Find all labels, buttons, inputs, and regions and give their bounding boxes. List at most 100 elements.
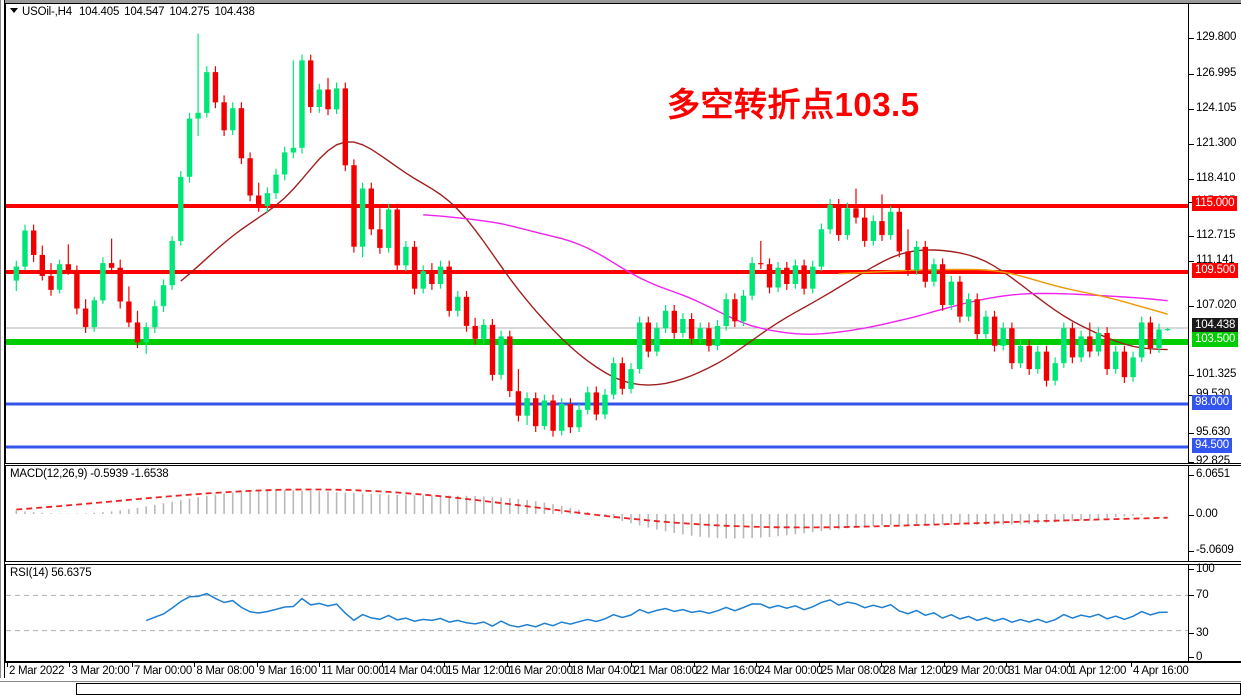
- macd-histogram: [15, 490, 1169, 539]
- ohlc-value-0: 104.405: [78, 6, 120, 18]
- price-axis-label: 126.995: [1196, 67, 1237, 79]
- moving-average-ma-mid: [423, 214, 1168, 335]
- price-axis-label: 107.020: [1196, 299, 1237, 311]
- rsi-tick-1: [1189, 595, 1194, 596]
- scrollbar-track[interactable]: [76, 683, 1241, 695]
- price-tick-8: [1189, 306, 1194, 307]
- macd-indicator-pane[interactable]: MACD(12,26,9) -0.5939 -1.6538: [5, 465, 1189, 562]
- rsi-tick-2: [1189, 633, 1194, 634]
- price-tick-11: [1189, 433, 1194, 434]
- price-tick-5: [1189, 202, 1194, 203]
- time-axis-label: 3 Mar 20:00: [71, 665, 130, 677]
- time-scale-corner: [1189, 662, 1241, 678]
- chart-annotation-text: 多空转折点103.5: [667, 86, 920, 123]
- candle-series: [13, 33, 1171, 437]
- price-axis-label: 121.300: [1196, 137, 1237, 149]
- price-badge-104-438[interactable]: 104.438: [1192, 318, 1239, 334]
- rsi-legend: RSI(14) 56.6375: [10, 567, 92, 579]
- price-axis-label: 129.800: [1196, 31, 1237, 43]
- price-tick-0: [1189, 38, 1194, 39]
- time-tick-6: [381, 663, 383, 667]
- time-tick-3: [194, 663, 196, 667]
- price-axis-label: 118.410: [1196, 172, 1236, 184]
- time-axis-label: 24 Mar 00:00: [758, 665, 823, 677]
- moving-average-ma-slow: [838, 268, 1168, 315]
- price-scale[interactable]: 129.800126.995124.105121.300118.410115.6…: [1189, 3, 1241, 467]
- time-axis-label: 14 Mar 04:00: [383, 665, 448, 677]
- rsi-plot-area[interactable]: [6, 565, 1188, 661]
- price-axis-label: 124.105: [1196, 102, 1237, 114]
- price-badge-98-000[interactable]: 98.000: [1192, 395, 1232, 411]
- price-badge-103-500[interactable]: 103.500: [1192, 332, 1239, 348]
- price-axis-label: 92.825: [1196, 455, 1230, 467]
- price-badge-115-000[interactable]: 115.000: [1192, 196, 1238, 212]
- time-axis-label: 29 Mar 20:00: [945, 665, 1010, 677]
- price-axis-label: 101.325: [1196, 368, 1237, 380]
- time-tick-4: [256, 663, 258, 667]
- price-tick-12: [1189, 462, 1194, 463]
- triangle-down-icon[interactable]: [10, 8, 18, 14]
- price-pane-legend: USOil-,H4 104.405 104.547 104.275 104.438: [10, 6, 260, 18]
- window-left-frame: [0, 0, 5, 678]
- ohlc-value-3: 104.438: [214, 6, 255, 18]
- price-badge-94-500[interactable]: 94.500: [1192, 438, 1232, 454]
- rsi-axis-label: 100: [1196, 563, 1215, 575]
- rsi-axis-label: 70: [1196, 589, 1209, 601]
- time-axis-label: 8 Mar 08:00: [196, 665, 255, 677]
- time-axis-label: 25 Mar 08:00: [820, 665, 885, 677]
- macd-axis-label: 0.00: [1196, 508, 1218, 520]
- macd-tick-2: [1189, 551, 1194, 552]
- macd-scale[interactable]: 6.0651 0.00 -5.0609: [1189, 465, 1241, 562]
- price-axis-label: 111.141: [1196, 254, 1235, 266]
- time-axis-label: 9 Mar 16:00: [258, 665, 317, 677]
- time-axis-label: 28 Mar 12:00: [883, 665, 948, 677]
- window-top-frame: [0, 0, 1241, 3]
- time-scale[interactable]: 2 Mar 2022 3 Mar 20:00 7 Mar 00:00 8 Mar 08…: [5, 662, 1189, 678]
- rsi-axis-label: 0: [1196, 651, 1203, 663]
- price-tick-1: [1189, 74, 1194, 75]
- macd-axis-label: -5.0609: [1196, 544, 1234, 556]
- macd-axis-label: 6.0651: [1196, 468, 1230, 480]
- time-tick-18: [1131, 663, 1132, 667]
- time-tick-10: [631, 663, 633, 667]
- rsi-tick-0: [1189, 569, 1194, 570]
- price-chart-pane[interactable]: USOil-,H4 104.405 104.547 104.275 104.438 多空…: [5, 3, 1189, 464]
- ohlc-value-1: 104.547: [124, 6, 165, 18]
- time-axis-label: 21 Mar 08:00: [633, 665, 698, 677]
- time-tick-11: [693, 663, 695, 667]
- rsi-scale[interactable]: 100 70 30 0: [1189, 563, 1241, 663]
- time-axis-label: 31 Mar 04:00: [1008, 665, 1073, 677]
- macd-plot-area[interactable]: [6, 466, 1188, 561]
- time-tick-16: [1006, 663, 1008, 667]
- time-axis-label: 7 Mar 00:00: [133, 665, 192, 677]
- rsi-indicator-pane[interactable]: RSI(14) 56.6375: [5, 564, 1189, 662]
- rsi-axis-label: 30: [1196, 627, 1209, 639]
- macd-tick-0: [1189, 475, 1194, 476]
- time-tick-9: [569, 663, 570, 667]
- time-tick-1: [69, 663, 71, 667]
- price-tick-10: [1189, 395, 1194, 396]
- macd-signal-line: [16, 488, 1168, 529]
- time-tick-0: [7, 663, 8, 667]
- price-tick-7: [1189, 261, 1194, 262]
- time-tick-14: [881, 663, 883, 667]
- price-tick-9: [1189, 375, 1194, 376]
- macd-legend: MACD(12,26,9) -0.5939 -1.6538: [10, 468, 169, 480]
- time-tick-5: [319, 663, 321, 667]
- price-tick-4: [1189, 179, 1194, 180]
- macd-svg: [15, 488, 1169, 539]
- time-axis-label: 4 Apr 16:00: [1133, 665, 1189, 677]
- time-tick-2: [131, 663, 133, 667]
- time-axis-label: 2 Mar 2022: [9, 665, 65, 677]
- price-badge-109-500[interactable]: 109.500: [1192, 263, 1239, 279]
- price-plot-area[interactable]: [6, 4, 1188, 463]
- symbol-label: USOil-,H4: [22, 6, 72, 18]
- rsi-line: [145, 592, 1168, 628]
- time-tick-17: [1068, 663, 1070, 667]
- price-axis-label: 112.715: [1196, 229, 1236, 241]
- time-tick-7: [444, 663, 446, 667]
- horizontal-scrollbar[interactable]: [0, 681, 1241, 695]
- time-axis-label: 18 Mar 04:00: [571, 665, 636, 677]
- macd-tick-1: [1189, 515, 1194, 516]
